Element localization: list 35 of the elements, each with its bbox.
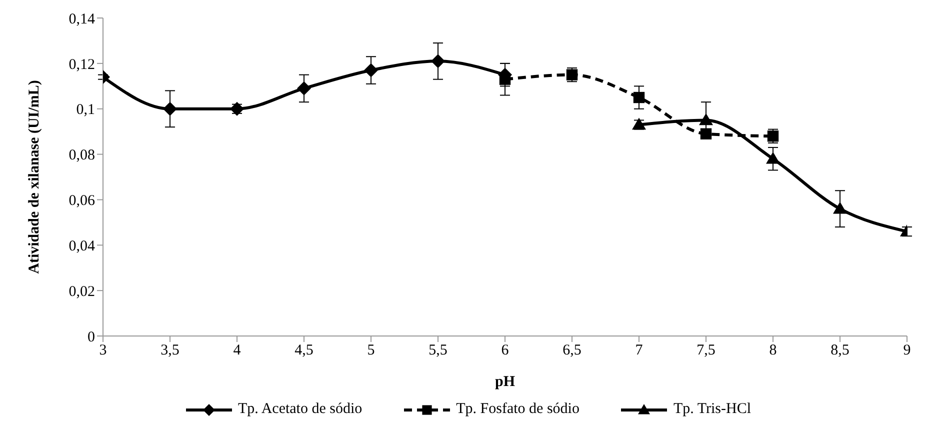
x-tick-label: 7 bbox=[635, 342, 644, 359]
x-tick-label: 7,5 bbox=[696, 342, 716, 359]
x-axis-title: pH bbox=[494, 374, 516, 390]
y-tick-label: 0,1 bbox=[76, 102, 95, 118]
x-tick-label: 5 bbox=[367, 342, 375, 359]
point bbox=[766, 152, 780, 164]
y-tick-label: 0 bbox=[88, 329, 95, 346]
y-tick-label: 0,02 bbox=[68, 284, 95, 300]
point bbox=[431, 54, 445, 68]
x-tick-label: 3 bbox=[99, 342, 107, 359]
point bbox=[633, 92, 645, 104]
point bbox=[163, 102, 177, 116]
y-tick-label: 0,04 bbox=[68, 238, 96, 254]
legend-label: Tp. Acetato de sódio bbox=[238, 401, 362, 418]
x-tick-label: 8 bbox=[769, 342, 777, 359]
y-axis-title: Atividade de xilanase (UI/mL) bbox=[26, 80, 42, 274]
point bbox=[700, 128, 712, 140]
legend-label: Tp. Fosfato de sódio bbox=[456, 401, 580, 418]
x-tick-label: 6,5 bbox=[562, 342, 582, 359]
y-tick-label: 0,06 bbox=[68, 193, 96, 210]
y-tick-label: 0,08 bbox=[68, 148, 95, 164]
x-tick-label: 6 bbox=[501, 342, 510, 359]
point bbox=[699, 113, 713, 126]
x-tick-label: 5,5 bbox=[428, 342, 448, 359]
x-tick-label: 9 bbox=[903, 342, 911, 359]
point bbox=[364, 63, 378, 78]
x-tick-label: 4,5 bbox=[294, 342, 314, 359]
y-tick-label: 0,12 bbox=[68, 56, 95, 73]
x-tick-label: 3,5 bbox=[160, 342, 180, 359]
x-tick-label: 4 bbox=[233, 342, 242, 359]
y-tick-label: 0,14 bbox=[68, 11, 96, 28]
point bbox=[297, 81, 311, 96]
x-tick-label: 8,5 bbox=[830, 342, 850, 359]
legend-label: Tp. Tris-HCl bbox=[673, 401, 751, 418]
point bbox=[833, 202, 847, 214]
